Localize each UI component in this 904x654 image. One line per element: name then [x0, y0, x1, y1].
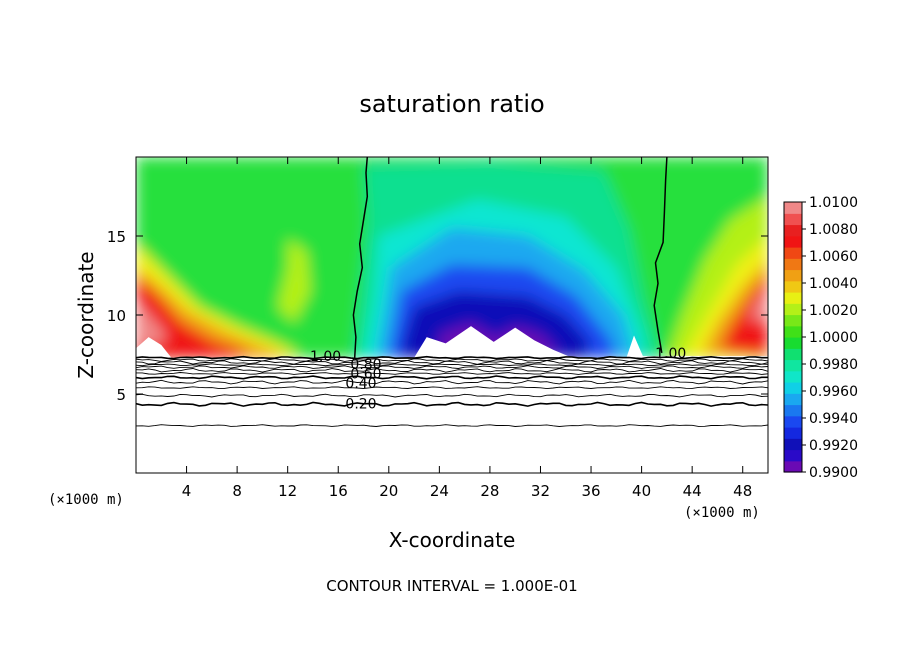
colorbar-label: 0.9900: [809, 465, 858, 481]
colorbar-label: 1.0100: [809, 195, 858, 211]
colorbar-label: 0.9960: [809, 384, 858, 400]
contour-line: [136, 360, 768, 365]
colorbar-band: [784, 438, 802, 451]
colorbar-band: [784, 359, 802, 372]
colorbar-band: [784, 258, 802, 271]
contour-line: [136, 379, 768, 385]
field-upper-plume: [277, 239, 311, 323]
contour-line: [136, 386, 768, 390]
colorbar-band: [784, 382, 802, 394]
x-tick-label: 36: [581, 482, 600, 500]
colorbar-label: 0.9980: [809, 357, 858, 373]
contour-line: [136, 372, 768, 375]
contour-line-1.00-right: [653, 157, 668, 354]
colorbar-band: [784, 370, 802, 383]
x-axis-ticks: 4 8 12 16 20 24 28 32 36 40 44 48: [182, 157, 752, 500]
field-left-pink: [136, 299, 168, 347]
contour-line: [136, 358, 768, 362]
contour-line: [136, 424, 768, 427]
x-tick-label: 4: [182, 482, 192, 500]
colorbar-label: 0.9920: [809, 438, 858, 454]
y-tick-label: 5: [116, 386, 126, 404]
x-tick-label: 12: [278, 482, 297, 500]
contour-label: 0.60: [350, 367, 381, 383]
x-tick-label: 8: [232, 482, 242, 500]
contour-line: [136, 363, 768, 367]
colorbar-label: 1.0040: [809, 276, 858, 292]
y-tick-label: 10: [107, 307, 126, 325]
y-axis-ticks: 5 10 15: [107, 228, 768, 404]
field-blend: [136, 157, 768, 358]
field-right-red: [720, 275, 768, 355]
y-axis-label: Z-coordinate: [74, 251, 98, 378]
contour-line: [136, 355, 768, 360]
colorbar-band: [784, 202, 802, 214]
subsaturated-region: [136, 326, 768, 473]
x-tick-label: 28: [480, 482, 499, 500]
contour-line: [136, 393, 768, 398]
chart-title: saturation ratio: [359, 90, 544, 118]
colorbar-band: [784, 303, 802, 316]
y-tick-label: 15: [107, 228, 126, 246]
contour-interval-note: CONTOUR INTERVAL = 1.000E-01: [326, 577, 577, 595]
contour-labels: 1.00 0.800.600.40 0.20 1.00: [310, 346, 686, 413]
x-tick-label: 20: [379, 482, 398, 500]
contour-lines: [136, 157, 768, 427]
colorbar-band: [784, 213, 802, 226]
x-tick-label: 16: [329, 482, 348, 500]
colorbar-label: 0.9940: [809, 411, 858, 427]
colorbar-label: 1.0000: [809, 330, 858, 346]
contour-label: 1.00: [310, 349, 341, 365]
colorbar-band: [784, 247, 802, 259]
colorbar: 1.0100 1.0080 1.0060 1.0040 1.0020 1.0000 0.99…: [783, 195, 858, 481]
colorbar-band: [784, 449, 802, 462]
saturation-field: [136, 157, 768, 473]
colorbar-band: [784, 337, 802, 349]
x-tick-label: 40: [632, 482, 651, 500]
colorbar-label: 1.0020: [809, 303, 858, 319]
colorbar-band: [784, 280, 802, 293]
contour-line: [136, 401, 768, 407]
field-right-pink: [749, 286, 768, 322]
x-axis-label: X-coordinate: [389, 528, 516, 552]
contour-line: [136, 365, 768, 369]
contour-label: 0.80: [350, 357, 381, 373]
colorbar-band: [784, 393, 802, 406]
colorbar-band: [784, 292, 802, 304]
x-axis-unit-right: (×1000 m): [684, 505, 760, 521]
x-tick-label: 32: [531, 482, 550, 500]
colorbar-band: [784, 235, 802, 248]
colorbar-band: [784, 224, 802, 237]
colorbar-label: 1.0060: [809, 249, 858, 265]
x-axis-unit-left: (×1000 m): [48, 492, 124, 508]
contour-label: 1.00: [655, 346, 686, 362]
x-tick-label: 48: [733, 482, 752, 500]
colorbar-band: [784, 269, 802, 282]
colorbar-label: 1.0080: [809, 222, 858, 238]
colorbar-band: [784, 314, 802, 327]
x-tick-label: 44: [683, 482, 702, 500]
colorbar-band: [784, 460, 802, 473]
contour-line: [136, 375, 768, 380]
contour-label: 0.40: [345, 376, 376, 392]
contour-line: [136, 368, 768, 373]
colorbar-band: [784, 415, 802, 428]
contour-line-1.00-left: [352, 157, 369, 358]
colorbar-band: [784, 404, 802, 417]
colorbar-band: [784, 427, 802, 439]
colorbar-band: [784, 325, 802, 338]
contour-label: 0.20: [345, 397, 376, 413]
colorbar-band: [784, 348, 802, 361]
x-tick-label: 24: [430, 482, 449, 500]
